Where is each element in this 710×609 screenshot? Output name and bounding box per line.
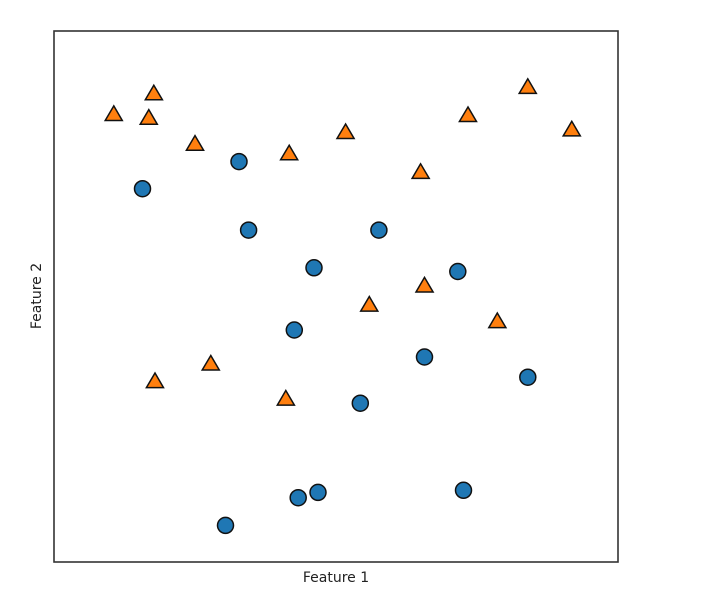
triangle-point-2 [143, 83, 164, 101]
circle-point-2 [230, 152, 248, 171]
y-axis-label: Feature 2 [29, 263, 45, 329]
triangle-point-11 [414, 275, 435, 293]
triangle-point-16 [275, 389, 296, 406]
circle-point-8 [415, 348, 434, 366]
circle-point-11 [289, 488, 307, 507]
triangle-point-14 [200, 354, 221, 371]
circle-point-6 [449, 262, 467, 281]
triangle-point-1 [103, 104, 124, 122]
triangle-point-6 [335, 122, 356, 140]
triangle-point-15 [145, 371, 165, 389]
triangle-point-9 [561, 119, 582, 137]
circle-point-14 [216, 516, 235, 535]
circle-point-3 [239, 221, 258, 239]
circle-point-1 [133, 179, 152, 198]
circle-point-13 [454, 481, 473, 500]
triangle-point-3 [138, 108, 159, 125]
triangle-point-7 [458, 105, 478, 123]
circle-point-9 [519, 368, 537, 386]
circle-point-10 [351, 394, 370, 412]
triangle-point-13 [487, 311, 508, 329]
circle-point-4 [305, 259, 323, 277]
circle-point-12 [309, 483, 327, 502]
triangle-point-8 [517, 77, 538, 95]
circle-point-5 [370, 221, 388, 239]
triangle-point-10 [410, 162, 431, 180]
triangle-point-5 [279, 143, 300, 161]
points-layer [103, 77, 582, 535]
x-axis-label: Feature 1 [303, 570, 369, 586]
circle-point-7 [285, 321, 304, 339]
triangle-point-4 [185, 134, 205, 151]
plot-area-frame [53, 30, 619, 563]
triangle-point-12 [359, 295, 380, 312]
